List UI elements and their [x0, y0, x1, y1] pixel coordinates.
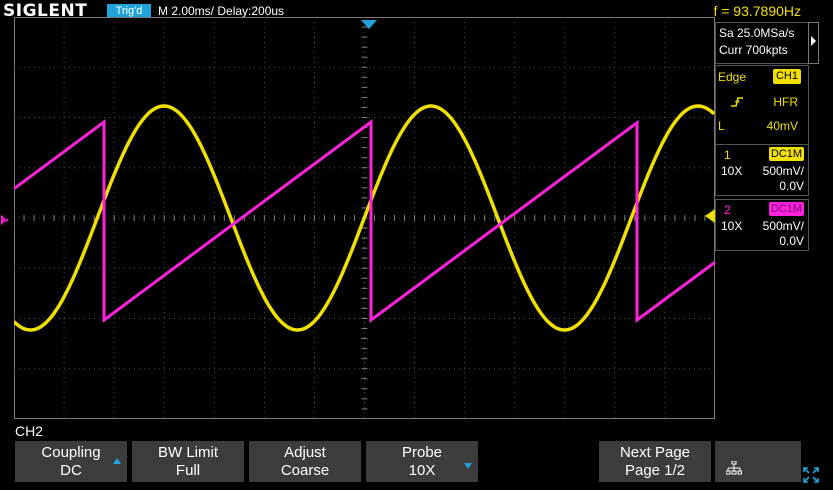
ch2-scale: 500mV/ [762, 219, 804, 233]
sample-rate: Sa 25.0MSa/s [719, 26, 795, 40]
ch1-offset: 0.0V [779, 179, 804, 193]
probe-value: 10X [408, 462, 436, 479]
probe-softkey[interactable]: Probe 10X [366, 441, 478, 482]
trigger-level-marker-icon[interactable] [705, 209, 715, 223]
panel-expand-tab[interactable] [808, 22, 819, 64]
bw-limit-label: BW Limit [158, 444, 218, 461]
menu-title: CH2 [15, 423, 44, 439]
ch2-probe: 10X [721, 219, 743, 233]
svg-text:2: 2 [2, 216, 7, 226]
adjust-softkey[interactable]: Adjust Coarse [249, 441, 361, 482]
next-page-value: Page 1/2 [624, 462, 686, 479]
network-icon [726, 461, 742, 475]
trigger-level-label: L [718, 119, 725, 133]
up-arrow-icon [113, 458, 121, 464]
acquisition-info: Sa 25.0MSa/s Curr 700kpts [715, 22, 809, 64]
waveform-display[interactable] [14, 17, 715, 419]
trigger-type-row: Edge CH1 [718, 66, 804, 88]
trigger-coupling-row: HFR [718, 91, 804, 113]
ch1-info[interactable]: 1 DC1M 10X 500mV/ 0.0V [715, 144, 809, 196]
coupling-value: DC [60, 462, 82, 479]
ch2-offset: 0.0V [779, 234, 804, 248]
fullscreen-icon[interactable] [803, 467, 819, 483]
trigger-level-row: L 40mV [718, 115, 804, 137]
bw-limit-value: Full [175, 462, 201, 479]
trigger-coupling: HFR [773, 95, 798, 109]
ch1-number: 1 [724, 148, 731, 162]
frequency-readout: f = 93.7890Hz [713, 3, 801, 19]
expand-arrow-icon [811, 36, 816, 46]
down-arrow-icon [464, 463, 472, 469]
ch2-offset-marker-icon[interactable]: 2 [0, 213, 14, 227]
trigger-status-badge: Trig'd [107, 4, 151, 19]
ch2-waveform [14, 119, 715, 323]
graticule [14, 17, 715, 419]
coupling-label: Coupling [41, 444, 101, 461]
next-page-softkey[interactable]: Next Page Page 1/2 [599, 441, 711, 482]
ch2-coupling-badge: DC1M [768, 202, 804, 216]
ch2-info[interactable]: 2 DC1M 10X 500mV/ 0.0V [715, 199, 809, 251]
trigger-type: Edge [718, 70, 747, 84]
coupling-softkey[interactable]: Coupling DC [15, 441, 127, 482]
timebase-readout: M 2.00ms/ Delay:200us [158, 4, 285, 18]
siglent-logo: SIGLENT [3, 1, 88, 21]
ch1-coupling-badge: DC1M [768, 147, 804, 161]
adjust-value: Coarse [280, 462, 330, 479]
memory-depth: Curr 700kpts [719, 43, 788, 57]
trigger-position-marker[interactable] [361, 20, 377, 29]
trigger-info[interactable]: Edge CH1 HFR L 40mV [715, 65, 809, 145]
next-page-label: Next Page [619, 444, 691, 461]
ch1-scale: 500mV/ [762, 164, 804, 178]
adjust-label: Adjust [284, 444, 326, 461]
network-button[interactable] [715, 441, 801, 482]
rising-edge-icon [731, 97, 743, 107]
trigger-source-badge: CH1 [772, 69, 801, 84]
ch2-number: 2 [724, 203, 731, 217]
status-bar [0, 0, 833, 22]
trigger-level-value: 40mV [766, 119, 798, 133]
ch1-waveform [14, 104, 715, 332]
bw-limit-softkey[interactable]: BW Limit Full [132, 441, 244, 482]
ch1-probe: 10X [721, 164, 743, 178]
probe-label: Probe [401, 444, 443, 461]
